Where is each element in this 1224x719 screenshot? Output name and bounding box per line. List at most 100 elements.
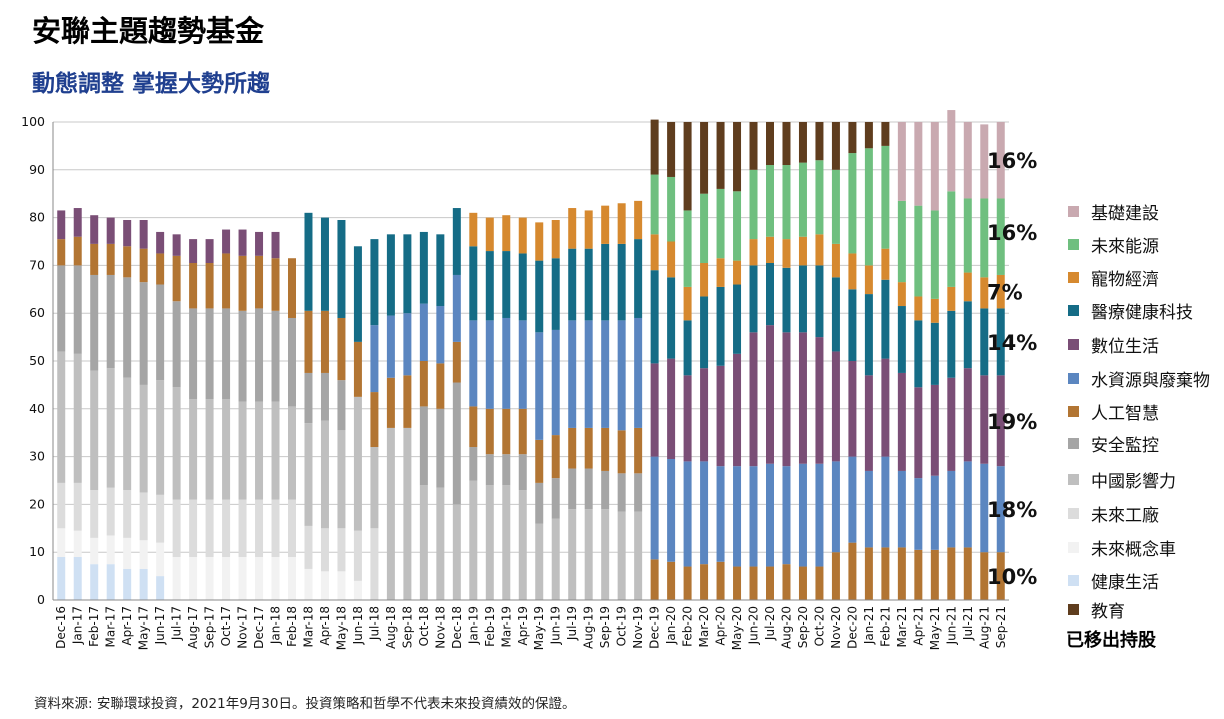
bar-segment (568, 208, 577, 249)
bar-segment (551, 518, 560, 600)
allocation-label: 18% (987, 498, 1037, 522)
y-tick-label: 10 (29, 544, 45, 559)
bar-segment (189, 308, 198, 400)
bar-segment (914, 296, 923, 321)
bar-segment (419, 361, 428, 407)
bar-segment (667, 277, 676, 359)
bar-segment (337, 430, 346, 529)
allocation-label: 19% (987, 410, 1037, 434)
bar-segment (749, 332, 758, 467)
legend-swatch (1068, 304, 1079, 316)
bar-segment (106, 564, 115, 600)
legend-item: 寵物經濟 (1068, 267, 1159, 290)
bar-segment (222, 399, 231, 500)
bar-segment (733, 191, 742, 261)
bar-segment (370, 325, 379, 393)
x-tick-label: May-20 (730, 606, 744, 650)
bar-segment (815, 337, 824, 464)
legend-swatch (1068, 603, 1079, 615)
y-tick-label: 50 (29, 353, 45, 368)
bar-segment (485, 320, 494, 409)
bar-segment (353, 396, 362, 531)
bar-segment (106, 487, 115, 536)
allocation-label: 16% (987, 221, 1037, 245)
x-tick-label: Apr-20 (714, 606, 728, 646)
bar-segment (205, 308, 214, 400)
bar-segment (963, 198, 972, 273)
bar-segment (172, 556, 181, 600)
bar-segment (617, 320, 626, 431)
bar-segment (650, 119, 659, 175)
bar-segment (848, 253, 857, 290)
bar-segment (782, 564, 791, 600)
bar-segment (864, 547, 873, 600)
bar-segment (288, 258, 296, 318)
bar-segment (189, 556, 198, 600)
bar-segment (502, 408, 511, 455)
bar-segment (189, 499, 198, 557)
bar-segment (255, 499, 264, 557)
y-tick-label: 100 (21, 114, 45, 129)
bar-segment (782, 122, 791, 166)
bar-segment (782, 466, 791, 565)
bar-segment (320, 528, 329, 572)
bar-segment (831, 169, 840, 244)
x-tick-label: Apr-18 (318, 606, 332, 646)
bar-segment (798, 122, 807, 163)
bar-segment (353, 246, 362, 342)
bar-segment (205, 499, 214, 557)
bar-segment (90, 537, 99, 565)
bar-segment (831, 277, 840, 352)
bars (57, 110, 1005, 600)
bar-segment (996, 308, 1005, 376)
bar-segment (848, 542, 857, 600)
x-tick-label: Nov-19 (631, 606, 645, 649)
bar-segment (897, 282, 906, 307)
bar-segment (683, 210, 692, 287)
bar-segment (650, 174, 659, 235)
bar-segment (139, 219, 148, 249)
bar-segment (667, 241, 676, 278)
bar-segment (502, 317, 511, 409)
bar-segment (337, 528, 346, 572)
x-tick-label: Jun-17 (153, 606, 167, 645)
bar-segment (320, 420, 329, 529)
bar-segment (881, 547, 890, 600)
bar-segment (271, 258, 280, 311)
x-tick-label: Jan-18 (269, 606, 283, 645)
x-tick-label: Aug-18 (384, 606, 398, 649)
bar-segment (947, 377, 956, 471)
x-tick-label: Jun-19 (549, 606, 563, 645)
bar-segment (304, 310, 313, 373)
bar-segment (634, 511, 643, 600)
bar-segment (980, 552, 989, 600)
bar-segment (139, 568, 148, 600)
bar-segment (897, 372, 906, 471)
x-tick-label: Sep-21 (994, 606, 1008, 648)
bar-segment (914, 478, 923, 550)
bar-segment (634, 427, 643, 474)
bar-segment (831, 461, 840, 553)
bar-segment (980, 124, 989, 199)
bar-segment (980, 375, 989, 464)
bar-segment (469, 480, 478, 600)
bar-segment (271, 310, 280, 402)
bar-segment (337, 380, 346, 431)
bar-segment (485, 251, 494, 321)
bar-segment (930, 384, 939, 476)
x-tick-label: Jun-21 (944, 606, 958, 645)
allocation-label: 10% (987, 565, 1037, 589)
bar-segment (848, 361, 857, 457)
bar-segment (568, 468, 577, 510)
bar-segment (403, 427, 412, 600)
legend-label: 教育 (1091, 601, 1125, 622)
bar-segment (156, 253, 165, 285)
bar-segment (733, 466, 742, 567)
legend-label: 未來能源 (1091, 236, 1159, 257)
x-tick-label: Jun-20 (747, 606, 761, 645)
bar-segment (139, 492, 148, 541)
bar-segment (683, 375, 692, 462)
legend-label: 人工智慧 (1091, 403, 1159, 424)
bar-segment (848, 289, 857, 361)
bar-segment (897, 122, 906, 201)
